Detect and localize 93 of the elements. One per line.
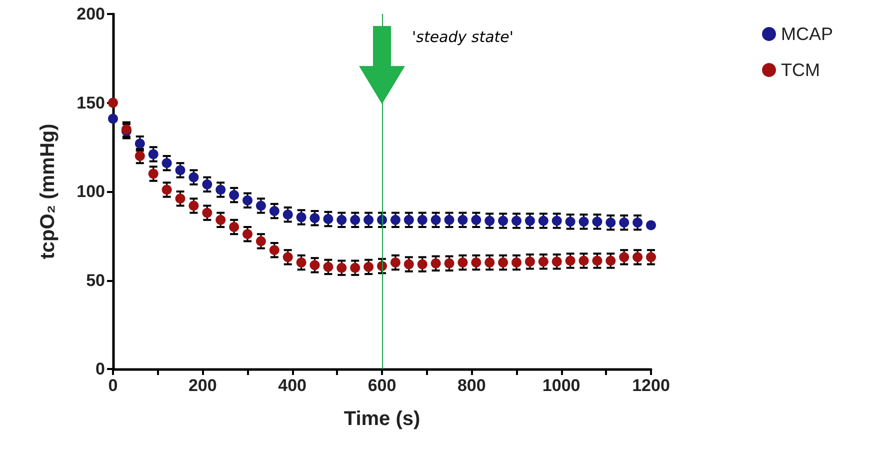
point [364, 262, 374, 272]
point [242, 195, 252, 206]
point [296, 212, 306, 222]
point [417, 259, 428, 270]
point [538, 256, 548, 267]
x-tick-label: 600 [368, 376, 396, 395]
point [229, 222, 240, 232]
point [390, 214, 400, 225]
point [323, 214, 334, 224]
point [162, 184, 172, 195]
y-tick-label: 100 [76, 182, 105, 201]
point [512, 258, 522, 268]
point [188, 200, 199, 211]
y-tick-label: 150 [76, 93, 105, 112]
point [524, 216, 535, 226]
point [148, 168, 158, 179]
point [256, 200, 266, 211]
point [296, 258, 306, 268]
point [202, 208, 212, 218]
point [350, 214, 360, 225]
x-tick-label: 1000 [542, 376, 580, 395]
point [430, 258, 441, 268]
legend-label: MCAP [780, 24, 834, 44]
point [336, 262, 347, 273]
point [458, 214, 468, 225]
point [148, 149, 158, 160]
point [538, 216, 548, 226]
point [619, 218, 630, 228]
point [565, 256, 576, 266]
y-tick-label: 0 [96, 360, 105, 378]
x-tick-label: 0 [108, 376, 118, 395]
point [404, 259, 414, 270]
point [216, 214, 226, 225]
x-tick-label: 800 [457, 376, 486, 395]
y-tick-label: 200 [76, 4, 105, 24]
point [632, 252, 643, 262]
point [578, 216, 589, 227]
point [524, 256, 535, 267]
point [484, 216, 495, 226]
point [216, 184, 226, 195]
point [632, 218, 643, 228]
point [350, 262, 360, 273]
point [444, 258, 454, 268]
point [175, 194, 186, 204]
point [498, 258, 508, 268]
point [282, 210, 293, 220]
point [458, 258, 468, 268]
point [646, 252, 656, 262]
point [108, 114, 118, 124]
point [323, 262, 334, 272]
point [202, 179, 212, 190]
x-tick-label: 1200 [632, 376, 670, 395]
x-axis-title: Time (s) [344, 408, 420, 430]
point [471, 258, 482, 268]
annotation: 'steady state' [412, 28, 514, 46]
point [242, 229, 252, 240]
point [310, 260, 320, 270]
point [484, 258, 495, 268]
point [256, 236, 266, 246]
point [404, 214, 414, 225]
legend-label: TCM [780, 60, 820, 80]
point [498, 216, 508, 226]
point [606, 256, 616, 266]
point [108, 98, 118, 108]
point [188, 172, 199, 182]
point [310, 213, 320, 224]
point [592, 216, 602, 227]
point [565, 216, 576, 227]
point [336, 214, 347, 225]
point [471, 214, 482, 225]
point [229, 190, 240, 200]
point [619, 252, 630, 262]
point [282, 252, 293, 262]
point [430, 214, 441, 225]
point [364, 214, 374, 225]
point [552, 216, 562, 226]
point [175, 165, 186, 176]
x-tick-label: 400 [278, 376, 307, 395]
x-tick-label: 200 [188, 376, 217, 395]
point [552, 256, 562, 267]
point [512, 216, 522, 226]
point [592, 256, 602, 266]
point [269, 206, 280, 216]
point [162, 158, 172, 168]
point [578, 256, 589, 266]
point [390, 258, 400, 268]
point [417, 214, 428, 225]
point [444, 214, 454, 225]
y-axis-title: tcpO₂ (mmHg) [37, 124, 59, 260]
y-tick-label: 50 [86, 270, 105, 290]
point [606, 218, 616, 228]
point [646, 220, 656, 230]
point [269, 245, 280, 256]
